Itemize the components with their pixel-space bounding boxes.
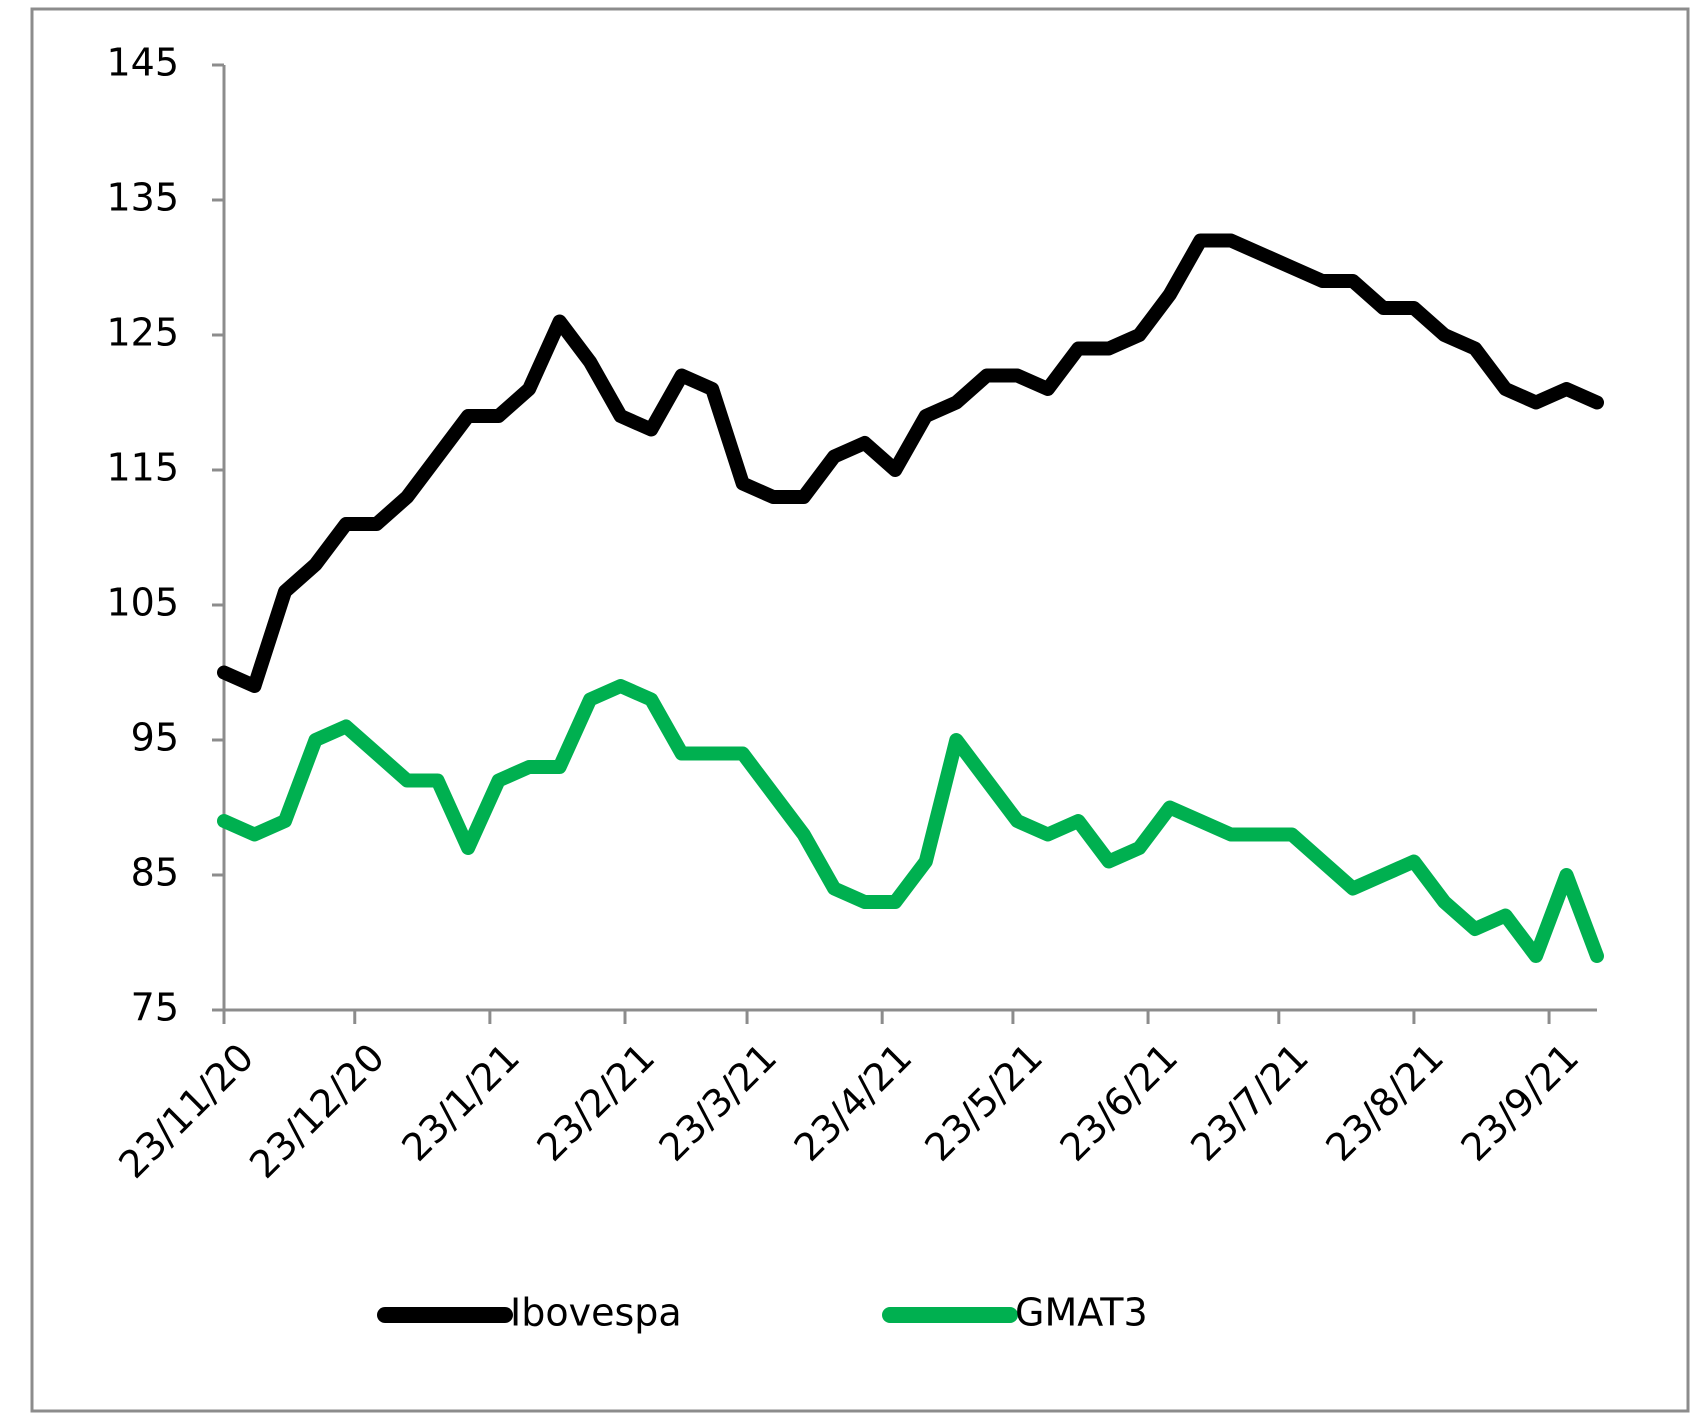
- y-tick-label: 145: [106, 41, 179, 85]
- y-tick-label: 75: [131, 986, 179, 1030]
- series-line: [217, 679, 1604, 963]
- legend-label: Ibovespa: [510, 1291, 682, 1335]
- y-tick-label: 85: [131, 851, 179, 895]
- y-tick-label: 105: [106, 581, 179, 625]
- legend-label: GMAT3: [1015, 1291, 1148, 1335]
- y-tick-label: 95: [131, 716, 179, 760]
- series-line: [217, 233, 1604, 693]
- y-tick-label: 125: [106, 311, 179, 355]
- y-tick-label: 135: [106, 176, 179, 220]
- chart-frame: [30, 7, 1690, 1413]
- y-tick-label: 115: [106, 446, 179, 490]
